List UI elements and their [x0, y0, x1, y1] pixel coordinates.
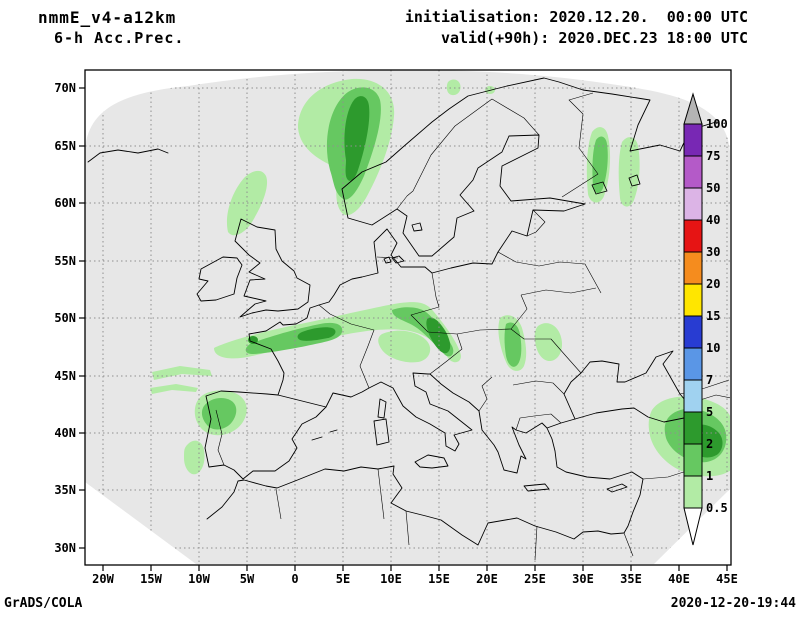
colorbar-level-label: 1 — [706, 469, 713, 483]
colorbar-segment — [683, 315, 703, 349]
lon-axis-labels: 20W 15W 10W 5W 0 5E 10E 15E 20E 25E 30E … — [92, 572, 738, 586]
colorbar-level-label: 15 — [706, 309, 720, 323]
lon-tick-label: 5E — [336, 572, 350, 586]
lat-tick-label: 70N — [54, 81, 76, 95]
lon-tick-label: 30E — [572, 572, 594, 586]
lon-tick-label: 5W — [240, 572, 255, 586]
colorbar-segment — [683, 283, 703, 317]
valid-time-label: valid(+90h): 2020.DEC.23 18:00 UTC — [440, 29, 748, 47]
lon-tick-label: 0 — [291, 572, 298, 586]
colorbar-segment — [683, 251, 703, 285]
colorbar-below-arrow — [683, 507, 703, 546]
colorbar-level-label: 20 — [706, 277, 720, 291]
colorbar-level-label: 100 — [706, 117, 728, 131]
colorbar-segment — [683, 475, 703, 509]
colorbar-level-label: 30 — [706, 245, 720, 259]
colorbar-segment — [683, 123, 703, 157]
colorbar-segment — [683, 187, 703, 221]
lat-axis-labels: 70N 65N 60N 55N 50N 45N 40N 35N 30N — [54, 81, 76, 555]
lat-tick-label: 35N — [54, 483, 76, 497]
colorbar-segment — [683, 379, 703, 413]
lat-tick-label: 60N — [54, 196, 76, 210]
lat-tick-label: 45N — [54, 369, 76, 383]
lon-tick-label: 10W — [188, 572, 210, 586]
colorbar-segment — [683, 155, 703, 189]
lat-tick-label: 55N — [54, 254, 76, 268]
lon-tick-label: 15W — [140, 572, 162, 586]
model-title: nmmE_v4-a12km — [38, 8, 177, 27]
colorbar-level-label: 0.5 — [706, 501, 728, 515]
colorbar-labels: 100 75 50 40 30 20 15 10 7 5 2 1 0.5 — [706, 117, 728, 515]
lon-tick-label: 10E — [380, 572, 402, 586]
lon-tick-label: 45E — [716, 572, 738, 586]
colorbar: 100 75 50 40 30 20 15 10 7 5 2 1 0.5 — [683, 92, 728, 546]
colorbar-level-label: 5 — [706, 405, 713, 419]
creation-timestamp: 2020-12-20-19:44 — [670, 596, 796, 611]
colorbar-segment — [683, 443, 703, 477]
field-title: 6-h Acc.Prec. — [54, 29, 185, 47]
colorbar-level-label: 2 — [706, 437, 713, 451]
lon-tick-label: 15E — [428, 572, 450, 586]
coastlines — [87, 77, 730, 546]
colorbar-level-label: 50 — [706, 181, 720, 195]
grads-credit-label: GrADS/COLA — [4, 596, 83, 611]
lat-tick-label: 40N — [54, 426, 76, 440]
lon-tick-label: 20W — [92, 572, 114, 586]
colorbar-level-label: 7 — [706, 373, 713, 387]
colorbar-segment — [683, 347, 703, 381]
grid-lines — [85, 70, 730, 564]
lon-tick-label: 40E — [668, 572, 690, 586]
lon-tick-label: 35E — [620, 572, 642, 586]
lat-tick-label: 30N — [54, 541, 76, 555]
colorbar-segment — [683, 219, 703, 253]
lat-tick-label: 65N — [54, 139, 76, 153]
country-borders — [215, 92, 730, 561]
init-time-label: initialisation: 2020.12.20. 00:00 UTC — [404, 8, 748, 26]
colorbar-level-label: 75 — [706, 149, 720, 163]
colorbar-segment — [683, 411, 703, 445]
colorbar-level-label: 10 — [706, 341, 720, 355]
lat-tick-label: 50N — [54, 311, 76, 325]
lon-tick-label: 25E — [524, 572, 546, 586]
colorbar-level-label: 40 — [706, 213, 720, 227]
axis-ticks — [79, 87, 728, 571]
lon-tick-label: 20E — [476, 572, 498, 586]
